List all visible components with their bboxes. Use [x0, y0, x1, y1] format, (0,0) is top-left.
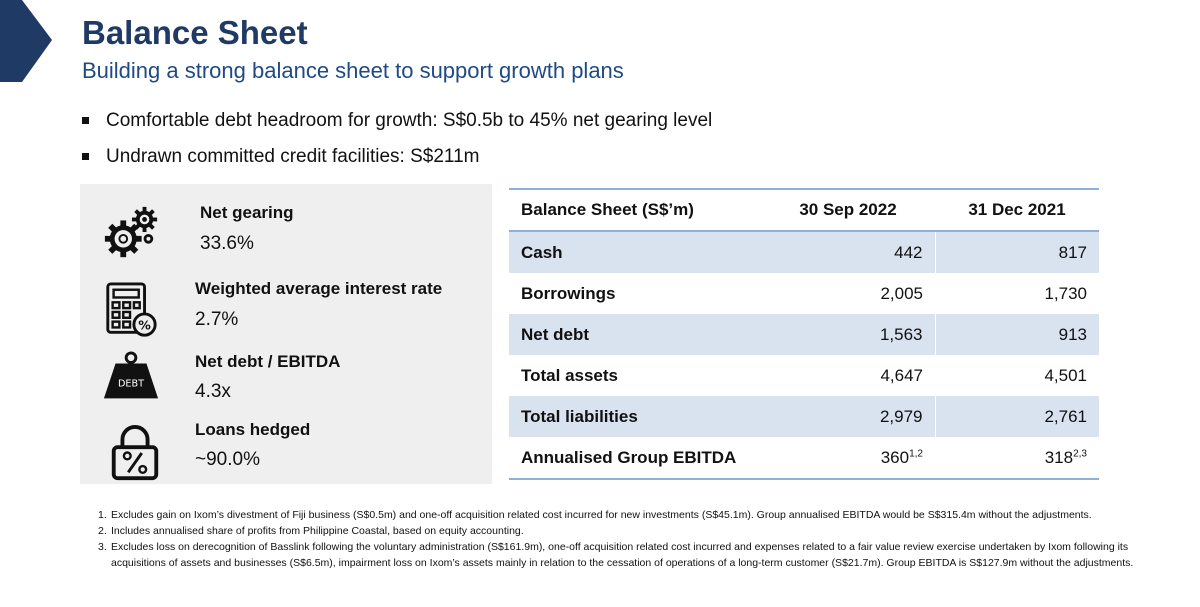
table-cell-label: Total assets [521, 365, 619, 385]
kpi-panel: Net gearing 33.6% % Weighted average int… [80, 184, 492, 484]
calculator-percent-icon: % [106, 282, 157, 337]
table-cell-value: 2,979 [761, 396, 936, 437]
bullet-square-icon [82, 153, 89, 160]
value-text: 318 [1044, 447, 1074, 467]
footnote-ref: 2,3 [1073, 447, 1087, 459]
table-row: Total liabilities 2,979 2,761 [509, 396, 1099, 437]
table-cell-value: 3182,3 [935, 437, 1099, 480]
table-cell-value: 3601,2 [761, 437, 935, 480]
gears-icon [104, 206, 158, 258]
debt-icon-text: DEBT [118, 379, 144, 390]
kpi-loans-hedged: Loans hedged ~90.0% [80, 420, 492, 492]
kpi-value: 4.3x [195, 381, 231, 402]
bullet-text: Undrawn committed credit facilities: S$2… [106, 146, 480, 167]
svg-text:%: % [138, 317, 151, 332]
table-cell-label: Cash [509, 231, 761, 273]
kpi-value: ~90.0% [195, 449, 260, 470]
footnote-ref: 1,2 [909, 447, 923, 459]
table-row: Annualised Group EBITDA 3601,2 3182,3 [509, 437, 1099, 480]
bullet-item: Undrawn committed credit facilities: S$2… [80, 140, 712, 176]
table-row: Total assets 4,647 4,501 [509, 355, 1099, 396]
table-header-cell: 30 Sep 2022 [761, 188, 935, 232]
footnote: 3. Excludes loss on derecognition of Bass… [98, 539, 1158, 571]
table-cell-value: 4,647 [880, 365, 923, 385]
balance-sheet-table: Balance Sheet (S$’m) 30 Sep 2022 31 Dec … [509, 188, 1099, 480]
kpi-value: 33.6% [200, 233, 254, 254]
corner-arrow-decoration [0, 0, 52, 82]
table-cell-value: 2,005 [880, 283, 923, 303]
bullet-list: Comfortable debt headroom for growth: S$… [80, 104, 712, 176]
kpi-label: Net gearing [200, 203, 294, 222]
table-row: Net debt 1,563 913 [509, 314, 1099, 355]
table-row: Borrowings 2,005 1,730 [509, 273, 1099, 314]
footnote-text: Excludes gain on Ixom’s divestment of Fi… [111, 509, 1092, 521]
footnote-text: Includes annualised share of profits fro… [111, 525, 524, 537]
kpi-value: 2.7% [195, 309, 239, 330]
table-row: Cash 442 817 [509, 231, 1099, 273]
page-subtitle: Building a strong balance sheet to suppo… [82, 58, 624, 83]
table-cell-label: Annualised Group EBITDA [509, 437, 761, 480]
table-cell-value: 2,761 [935, 396, 1099, 437]
footnote: 1. Excludes gain on Ixom’s divestment of … [98, 507, 1158, 523]
kpi-interest-rate: % Weighted average interest rate 2.7% [80, 278, 492, 350]
footnote-number: 1. [98, 509, 107, 521]
table-header-cell: Balance Sheet (S$’m) [509, 188, 761, 232]
table-cell-value: 1,563 [761, 314, 936, 355]
table-cell-value: 913 [935, 314, 1099, 355]
table-header-cell: 31 Dec 2021 [935, 188, 1099, 232]
table-cell-value: 1,730 [1044, 283, 1087, 303]
table-cell-label: Borrowings [521, 283, 616, 303]
value-text: 360 [880, 447, 910, 467]
bullet-text: Comfortable debt headroom for growth: S$… [106, 110, 713, 131]
table-cell-value: 442 [761, 231, 936, 273]
lock-percent-icon [111, 424, 159, 481]
kpi-label: Weighted average interest rate [195, 279, 443, 298]
kpi-label: Loans hedged [195, 420, 311, 439]
footnote-text: Excludes loss on derecognition of Bassli… [111, 541, 1134, 569]
table-cell-label: Total liabilities [509, 396, 761, 437]
kpi-label: Net debt / EBITDA [195, 352, 341, 371]
footnotes: 1. Excludes gain on Ixom’s divestment of … [98, 507, 1158, 571]
table-cell-label: Net debt [509, 314, 761, 355]
footnote-number: 2. [98, 525, 107, 537]
table-cell-value: 817 [935, 231, 1099, 273]
kpi-net-gearing: Net gearing 33.6% [80, 200, 492, 272]
table-header-row: Balance Sheet (S$’m) 30 Sep 2022 31 Dec … [509, 188, 1099, 232]
table-cell-value: 4,501 [1044, 365, 1087, 385]
kpi-net-debt-ebitda: DEBT Net debt / EBITDA 4.3x [80, 351, 492, 424]
footnote-number: 3. [98, 541, 107, 553]
footnote: 2. Includes annualised share of profits f… [98, 523, 1158, 539]
debt-weight-icon: DEBT [103, 351, 159, 399]
page-title: Balance Sheet [82, 14, 308, 51]
bullet-item: Comfortable debt headroom for growth: S$… [80, 104, 712, 140]
bullet-square-icon [82, 117, 89, 124]
